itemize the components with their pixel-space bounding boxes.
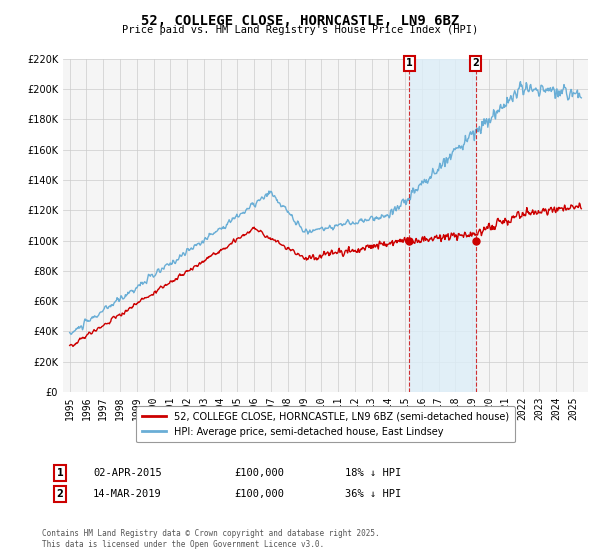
Text: 36% ↓ HPI: 36% ↓ HPI (345, 489, 401, 499)
Text: £100,000: £100,000 (234, 489, 284, 499)
Text: Contains HM Land Registry data © Crown copyright and database right 2025.
This d: Contains HM Land Registry data © Crown c… (42, 529, 380, 549)
Text: Price paid vs. HM Land Registry's House Price Index (HPI): Price paid vs. HM Land Registry's House … (122, 25, 478, 35)
Text: £100,000: £100,000 (234, 468, 284, 478)
Bar (409, 59, 476, 392)
Text: 52, COLLEGE CLOSE, HORNCASTLE, LN9 6BZ: 52, COLLEGE CLOSE, HORNCASTLE, LN9 6BZ (141, 14, 459, 28)
Text: 1: 1 (406, 58, 413, 68)
Text: 2: 2 (472, 58, 479, 68)
Text: 14-MAR-2019: 14-MAR-2019 (93, 489, 162, 499)
Text: 18% ↓ HPI: 18% ↓ HPI (345, 468, 401, 478)
Text: 1: 1 (56, 468, 64, 478)
Text: 02-APR-2015: 02-APR-2015 (93, 468, 162, 478)
Legend: 52, COLLEGE CLOSE, HORNCASTLE, LN9 6BZ (semi-detached house), HPI: Average price: 52, COLLEGE CLOSE, HORNCASTLE, LN9 6BZ (… (136, 406, 515, 442)
Text: 2: 2 (56, 489, 64, 499)
